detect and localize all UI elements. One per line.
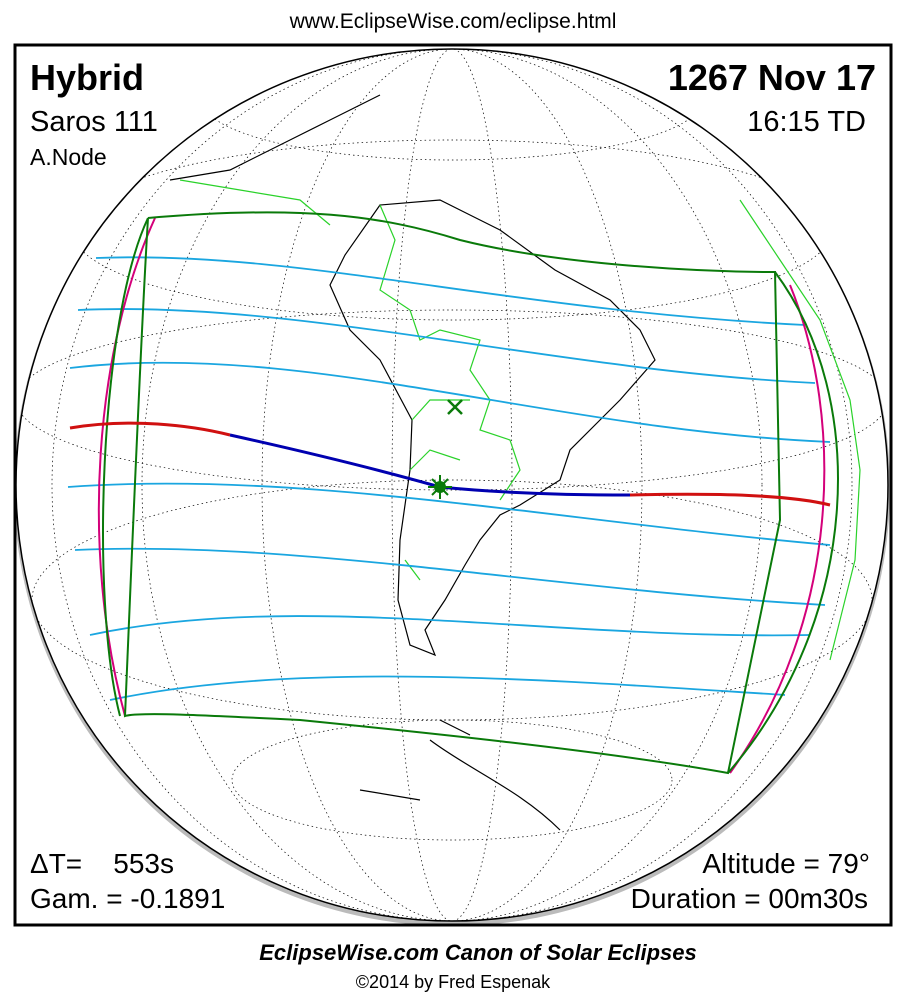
gamma: Gam. = -0.1891	[30, 883, 225, 914]
altitude: Altitude = 79°	[702, 848, 870, 879]
node: A.Node	[30, 144, 107, 170]
date: 1267 Nov 17	[668, 57, 876, 98]
globe: Hybrid Saros 111 A.Node 1267 Nov 17 16:1…	[15, 48, 890, 925]
duration: Duration = 00m30s	[631, 883, 868, 914]
time: 16:15 TD	[747, 106, 866, 138]
footer-title: EclipseWise.com Canon of Solar Eclipses	[259, 940, 697, 965]
eclipse-path	[67, 211, 839, 775]
eclipse-type: Hybrid	[30, 57, 144, 98]
url: www.EclipseWise.com/eclipse.html	[289, 10, 617, 33]
delta-t: ΔT= 553s	[30, 848, 174, 879]
land	[169, 94, 861, 831]
frame	[13, 43, 893, 927]
copyright: ©2014 by Fred Espenak	[356, 972, 551, 992]
saros: Saros 111	[30, 106, 158, 138]
